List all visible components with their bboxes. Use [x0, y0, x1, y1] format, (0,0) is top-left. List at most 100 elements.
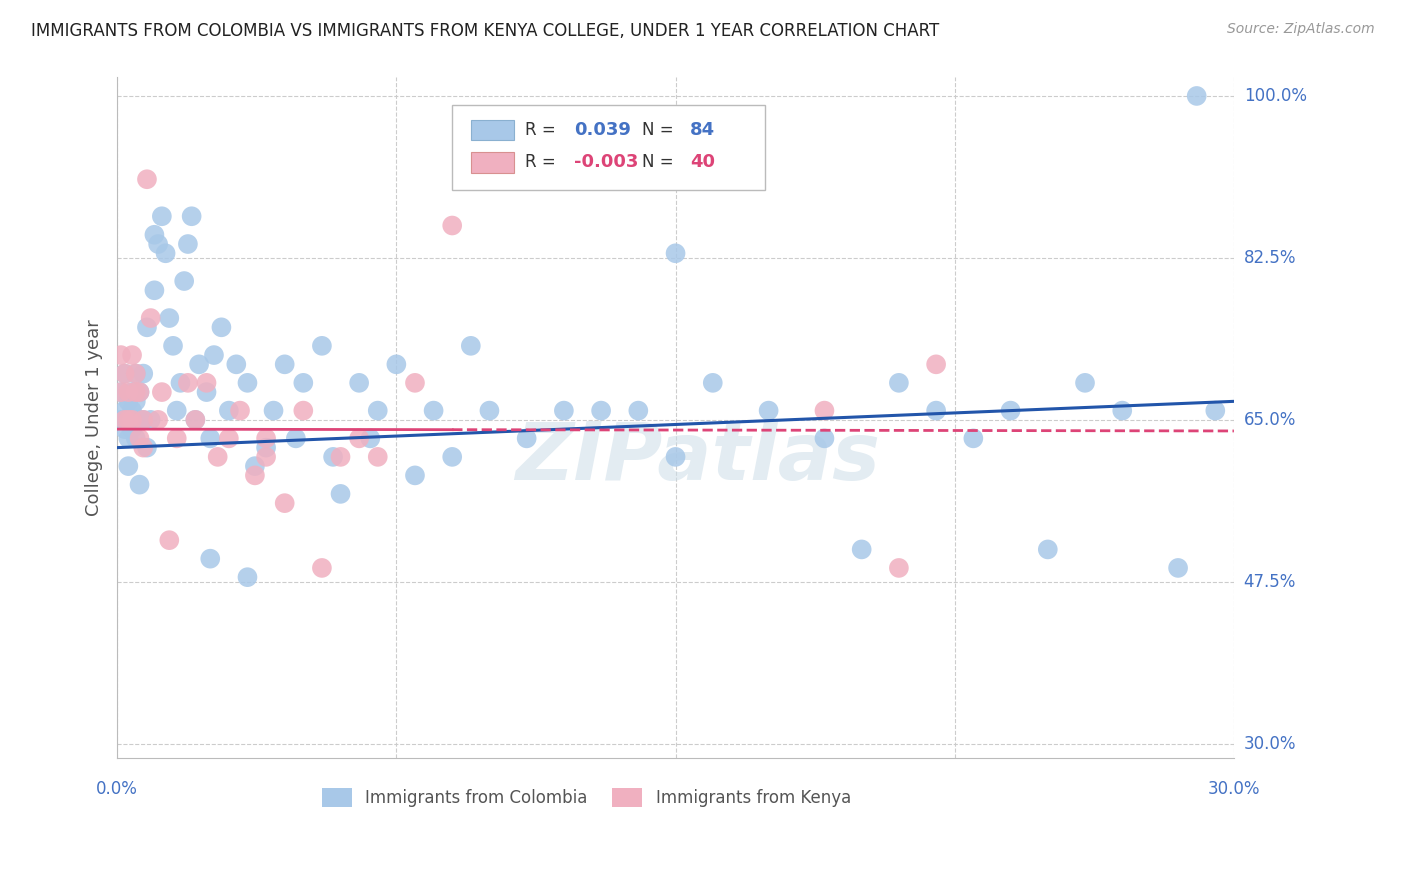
Point — [128, 413, 150, 427]
Point — [591, 403, 613, 417]
Point — [117, 413, 139, 427]
Point — [110, 385, 132, 400]
Point — [851, 542, 873, 557]
Point — [813, 431, 835, 445]
Point — [169, 376, 191, 390]
Point — [813, 403, 835, 417]
Point — [125, 385, 148, 400]
Point — [664, 246, 686, 260]
Point — [132, 413, 155, 427]
Text: 47.5%: 47.5% — [1244, 573, 1296, 591]
Point — [367, 403, 389, 417]
Point — [887, 561, 910, 575]
Point — [311, 561, 333, 575]
Point — [136, 441, 159, 455]
Point — [114, 367, 136, 381]
Text: 100.0%: 100.0% — [1244, 87, 1306, 105]
FancyBboxPatch shape — [471, 153, 513, 173]
Point — [1167, 561, 1189, 575]
Point — [385, 357, 408, 371]
Point — [218, 431, 240, 445]
Point — [117, 431, 139, 445]
Point — [184, 413, 207, 427]
Point — [146, 413, 169, 427]
Text: IMMIGRANTS FROM COLOMBIA VS IMMIGRANTS FROM KENYA COLLEGE, UNDER 1 YEAR CORRELAT: IMMIGRANTS FROM COLOMBIA VS IMMIGRANTS F… — [31, 22, 939, 40]
Point — [117, 413, 139, 427]
Point — [125, 367, 148, 381]
Point — [292, 376, 315, 390]
Point — [177, 376, 200, 390]
Point — [243, 459, 266, 474]
Point — [157, 533, 180, 548]
Point — [114, 403, 136, 417]
Point — [117, 394, 139, 409]
Point — [702, 376, 724, 390]
FancyBboxPatch shape — [471, 120, 513, 140]
Point — [166, 431, 188, 445]
Point — [1000, 403, 1022, 417]
Point — [404, 376, 426, 390]
Point — [887, 376, 910, 390]
Text: 30.0%: 30.0% — [1244, 735, 1296, 753]
Text: N =: N = — [643, 120, 673, 139]
Point — [121, 422, 143, 436]
Point — [110, 413, 132, 427]
Point — [128, 477, 150, 491]
Point — [627, 403, 650, 417]
Text: ZIPatlas: ZIPatlas — [516, 419, 880, 498]
Point — [195, 385, 218, 400]
Point — [236, 570, 259, 584]
Y-axis label: College, Under 1 year: College, Under 1 year — [86, 319, 103, 516]
FancyBboxPatch shape — [453, 104, 765, 190]
Point — [207, 450, 229, 464]
Point — [758, 403, 780, 417]
Point — [121, 403, 143, 417]
Point — [422, 403, 444, 417]
Point — [243, 468, 266, 483]
Point — [254, 441, 277, 455]
Point — [218, 403, 240, 417]
Point — [292, 403, 315, 417]
Text: 0.0%: 0.0% — [96, 780, 138, 797]
Point — [1204, 403, 1226, 417]
Point — [121, 413, 143, 427]
Point — [128, 385, 150, 400]
Point — [404, 468, 426, 483]
Point — [322, 450, 344, 464]
Text: R =: R = — [524, 153, 555, 171]
Text: -0.003: -0.003 — [574, 153, 638, 171]
Point — [273, 496, 295, 510]
Point — [117, 459, 139, 474]
Point — [200, 431, 222, 445]
Point — [367, 450, 389, 464]
Text: 82.5%: 82.5% — [1244, 249, 1296, 267]
Point — [347, 431, 370, 445]
Point — [202, 348, 225, 362]
Point — [329, 450, 352, 464]
Point — [146, 237, 169, 252]
Point — [359, 431, 381, 445]
Point — [925, 403, 948, 417]
Point — [166, 403, 188, 417]
Point — [136, 320, 159, 334]
Point — [114, 413, 136, 427]
Point — [114, 367, 136, 381]
Point — [962, 431, 984, 445]
Point — [195, 376, 218, 390]
Point — [114, 422, 136, 436]
Point — [121, 348, 143, 362]
Point — [155, 246, 177, 260]
Point — [143, 283, 166, 297]
Point — [1074, 376, 1097, 390]
Point — [254, 431, 277, 445]
Point — [1036, 542, 1059, 557]
Point — [1185, 89, 1208, 103]
Text: 30.0%: 30.0% — [1208, 780, 1260, 797]
Text: N =: N = — [643, 153, 673, 171]
Text: 0.039: 0.039 — [574, 120, 631, 139]
Point — [441, 219, 464, 233]
Point — [139, 311, 162, 326]
Point — [128, 385, 150, 400]
Point — [284, 431, 307, 445]
Point — [254, 450, 277, 464]
